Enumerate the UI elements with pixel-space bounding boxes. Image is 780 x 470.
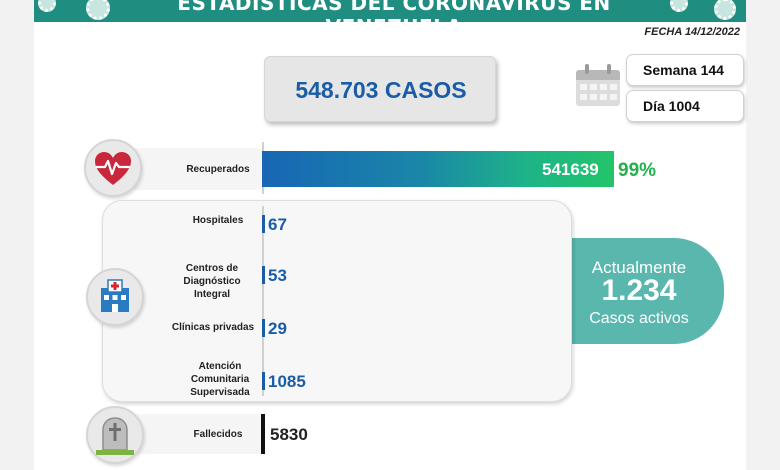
facility-label-clinics: Clínicas privadas: [171, 322, 255, 333]
facility-tick: [262, 372, 265, 390]
recovered-value: 541639: [542, 160, 599, 179]
facility-tick: [262, 319, 265, 337]
virus-icon: [714, 0, 736, 20]
facility-value-hospitals: 67: [268, 215, 287, 234]
facility-tick: [262, 266, 265, 284]
recovered-percent: 99%: [618, 160, 657, 181]
week-badge: Semana 144: [626, 54, 744, 86]
deaths-value: 5830: [270, 425, 308, 444]
grave-cross-icon: [86, 406, 144, 464]
heart-pulse-icon: [84, 139, 142, 197]
deaths-tick: [261, 414, 265, 454]
facilities-panel: [102, 200, 572, 402]
infographic: ESTADÍSTICAS DEL CORONAVIRUS EN VENEZUEL…: [34, 0, 746, 470]
active-line1: Actualmente: [591, 258, 687, 277]
active-line2: Casos activos: [589, 310, 689, 327]
page-title: ESTADÍSTICAS DEL CORONAVIRUS EN VENEZUEL…: [177, 0, 611, 22]
recovered-bar: [262, 151, 614, 187]
facility-label-community: Atención Comunitaria Supervisada: [190, 361, 250, 398]
virus-icon: [86, 0, 110, 20]
divider: [262, 206, 264, 396]
active-cases-value: 1.234: [601, 274, 677, 307]
day-badge: Día 1004: [626, 90, 744, 122]
virus-icon: [38, 0, 56, 12]
facility-value-community: 1085: [268, 372, 306, 391]
active-cases-box: Actualmente 1.234 Casos activos: [564, 238, 724, 344]
deaths-label: Fallecidos: [193, 429, 243, 440]
hospital-building-icon: [86, 268, 144, 326]
facility-value-cdi: 53: [268, 266, 287, 285]
total-cases: 548.703 CASOS: [295, 77, 467, 103]
calendar-icon: [576, 64, 620, 106]
facility-tick: [262, 215, 265, 233]
virus-icon: [670, 0, 688, 12]
total-cases-box: 548.703 CASOS: [264, 56, 496, 122]
facility-label-cdi: Centros de Diagnóstico Integral: [183, 263, 241, 300]
facility-label-hospitals: Hospitales: [192, 215, 244, 226]
report-date: FECHA 14/12/2022: [644, 26, 740, 38]
header-band: ESTADÍSTICAS DEL CORONAVIRUS EN VENEZUEL…: [34, 0, 746, 22]
facility-value-clinics: 29: [268, 319, 287, 338]
recovered-label: Recuperados: [186, 164, 250, 175]
